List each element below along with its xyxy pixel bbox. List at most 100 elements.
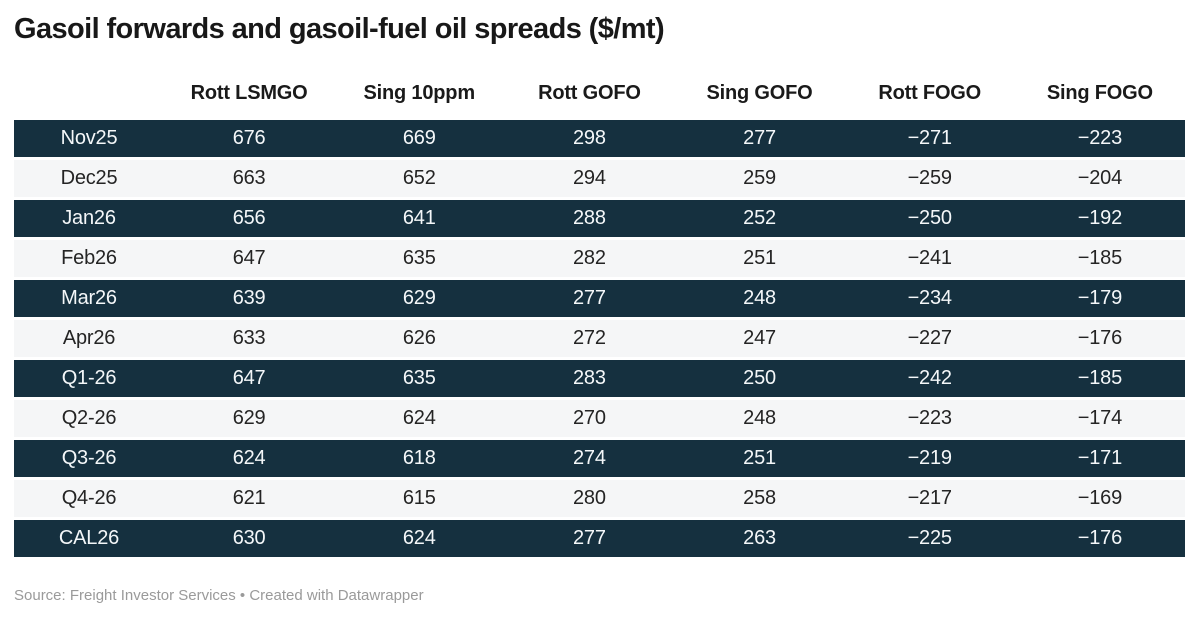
source-footer: Source: Freight Investor Services • Crea… xyxy=(14,587,424,604)
value-cell: 298 xyxy=(504,120,675,160)
value-cell: −259 xyxy=(844,160,1015,200)
value-cell: 277 xyxy=(504,520,675,560)
column-header: Sing 10ppm xyxy=(363,82,476,104)
row-label-cell: Jan26 xyxy=(14,200,164,240)
row-label-cell: Q4-26 xyxy=(14,480,164,520)
value-cell: 635 xyxy=(334,240,505,280)
value-cell: −219 xyxy=(844,440,1015,480)
value-cell: 633 xyxy=(164,320,335,360)
value-cell: −242 xyxy=(844,360,1015,400)
value-cell: −204 xyxy=(1014,160,1185,200)
value-cell: 277 xyxy=(674,120,845,160)
value-cell: −234 xyxy=(844,280,1015,320)
value-cell: −185 xyxy=(1014,360,1185,400)
value-cell: −174 xyxy=(1014,400,1185,440)
value-cell: 288 xyxy=(504,200,675,240)
column-header: Rott GOFO xyxy=(538,82,641,104)
value-cell: 630 xyxy=(164,520,335,560)
value-cell: 263 xyxy=(674,520,845,560)
value-cell: −227 xyxy=(844,320,1015,360)
value-cell: −223 xyxy=(844,400,1015,440)
value-cell: 251 xyxy=(674,440,845,480)
table-row: Mar26 639 629 277 248 −234 −179 xyxy=(14,280,1185,320)
value-cell: 272 xyxy=(504,320,675,360)
row-label-cell: Q2-26 xyxy=(14,400,164,440)
value-cell: 624 xyxy=(334,520,505,560)
value-cell: 635 xyxy=(334,360,505,400)
value-cell: 283 xyxy=(504,360,675,400)
table-row: CAL26 630 624 277 263 −225 −176 xyxy=(14,520,1185,560)
value-cell: 647 xyxy=(164,240,335,280)
column-header: Rott FOGO xyxy=(878,82,982,104)
value-cell: −225 xyxy=(844,520,1015,560)
row-label-cell: Mar26 xyxy=(14,280,164,320)
table-row: Feb26 647 635 282 251 −241 −185 xyxy=(14,240,1185,280)
table-row: Dec25 663 652 294 259 −259 −204 xyxy=(14,160,1185,200)
column-header: Sing GOFO xyxy=(706,82,813,104)
table-row: Q3-26 624 618 274 251 −219 −171 xyxy=(14,440,1185,480)
value-cell: 277 xyxy=(504,280,675,320)
column-header: Sing FOGO xyxy=(1046,82,1153,104)
value-cell: −250 xyxy=(844,200,1015,240)
value-cell: 259 xyxy=(674,160,845,200)
value-cell: −217 xyxy=(844,480,1015,520)
page-title: Gasoil forwards and gasoil-fuel oil spre… xyxy=(14,13,665,45)
value-cell: 274 xyxy=(504,440,675,480)
value-cell: 248 xyxy=(674,280,845,320)
row-label-cell: Q1-26 xyxy=(14,360,164,400)
table-body: Nov25 676 669 298 277 −271 −223 Dec25 663 652 294 2… xyxy=(14,120,1185,560)
row-label-cell: Apr26 xyxy=(14,320,164,360)
value-cell: 647 xyxy=(164,360,335,400)
value-cell: −185 xyxy=(1014,240,1185,280)
value-cell: 618 xyxy=(334,440,505,480)
value-cell: 615 xyxy=(334,480,505,520)
value-cell: 280 xyxy=(504,480,675,520)
value-cell: −241 xyxy=(844,240,1015,280)
value-cell: −223 xyxy=(1014,120,1185,160)
table-row: Q2-26 629 624 270 248 −223 −174 xyxy=(14,400,1185,440)
value-cell: 624 xyxy=(164,440,335,480)
value-cell: 258 xyxy=(674,480,845,520)
value-cell: −169 xyxy=(1014,480,1185,520)
row-label-cell: Nov25 xyxy=(14,120,164,160)
value-cell: −271 xyxy=(844,120,1015,160)
value-cell: −179 xyxy=(1014,280,1185,320)
value-cell: 251 xyxy=(674,240,845,280)
row-label-cell: Q3-26 xyxy=(14,440,164,480)
value-cell: 663 xyxy=(164,160,335,200)
value-cell: 624 xyxy=(334,400,505,440)
value-cell: −192 xyxy=(1014,200,1185,240)
value-cell: 252 xyxy=(674,200,845,240)
value-cell: 676 xyxy=(164,120,335,160)
header-row: Rott LSMGO Sing 10ppm Rott GOFO Sing GOFO Ro… xyxy=(14,82,1185,120)
value-cell: 629 xyxy=(334,280,505,320)
value-cell: 248 xyxy=(674,400,845,440)
row-label-cell: Dec25 xyxy=(14,160,164,200)
value-cell: 629 xyxy=(164,400,335,440)
value-cell: 656 xyxy=(164,200,335,240)
value-cell: 639 xyxy=(164,280,335,320)
table-row: Q1-26 647 635 283 250 −242 −185 xyxy=(14,360,1185,400)
row-label-cell: Feb26 xyxy=(14,240,164,280)
table-header: Rott LSMGO Sing 10ppm Rott GOFO Sing GOFO Ro… xyxy=(14,82,1185,120)
row-label-cell: CAL26 xyxy=(14,520,164,560)
value-cell: −176 xyxy=(1014,320,1185,360)
value-cell: 641 xyxy=(334,200,505,240)
value-cell: 669 xyxy=(334,120,505,160)
value-cell: 270 xyxy=(504,400,675,440)
value-cell: 621 xyxy=(164,480,335,520)
value-cell: 626 xyxy=(334,320,505,360)
value-cell: 652 xyxy=(334,160,505,200)
value-cell: −171 xyxy=(1014,440,1185,480)
data-table: Rott LSMGO Sing 10ppm Rott GOFO Sing GOFO Ro… xyxy=(14,82,1185,560)
row-label-column-header xyxy=(14,82,164,120)
table-row: Q4-26 621 615 280 258 −217 −169 xyxy=(14,480,1185,520)
value-cell: 250 xyxy=(674,360,845,400)
table-row: Apr26 633 626 272 247 −227 −176 xyxy=(14,320,1185,360)
column-header: Rott LSMGO xyxy=(190,82,308,104)
table-row: Jan26 656 641 288 252 −250 −192 xyxy=(14,200,1185,240)
value-cell: −176 xyxy=(1014,520,1185,560)
value-cell: 247 xyxy=(674,320,845,360)
value-cell: 282 xyxy=(504,240,675,280)
